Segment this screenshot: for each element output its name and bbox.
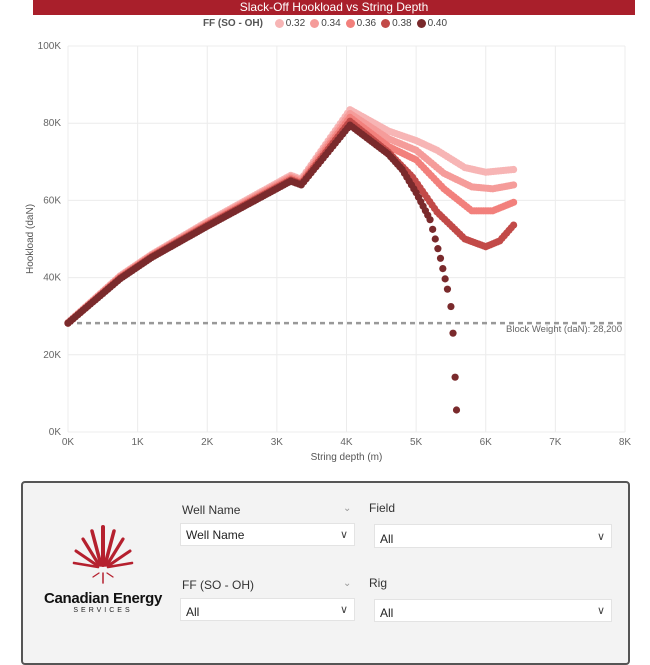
data-point bbox=[509, 198, 518, 206]
y-tick-label: 0K bbox=[49, 427, 62, 438]
x-tick-label: 3K bbox=[271, 437, 284, 448]
x-tick-label: 5K bbox=[410, 437, 423, 448]
hookload-chart: 0K 1K 2K 3K 4K 5K 6K 7K 8K 0K 20K 40K 60K 80K 100K Stri… bbox=[25, 41, 632, 463]
legend-title: FF (SO - OH) bbox=[202, 18, 263, 30]
data-point bbox=[509, 181, 518, 189]
data-point bbox=[429, 225, 437, 233]
chart-title: Slack-Off Hookload vs String Depth bbox=[239, 0, 429, 14]
ff-dropdown[interactable]: All ∨ bbox=[180, 598, 355, 621]
company-logo: Canadian Energy SERVICES bbox=[43, 523, 163, 614]
x-tick-label: 6K bbox=[480, 437, 493, 448]
logo-name: Canadian Energy bbox=[43, 590, 163, 607]
chart-title-bar: Slack-Off Hookload vs String Depth bbox=[33, 0, 635, 15]
legend-label: 0.32 bbox=[285, 18, 306, 29]
series-0.34 bbox=[64, 109, 518, 327]
rig-dropdown[interactable]: All ∨ bbox=[374, 599, 612, 622]
data-point bbox=[434, 245, 442, 253]
legend-marker bbox=[274, 19, 284, 28]
ff-value: All bbox=[186, 605, 200, 619]
legend-label: 0.34 bbox=[321, 18, 341, 29]
legend-marker bbox=[381, 19, 391, 28]
data-point bbox=[452, 406, 461, 414]
well-name-label: Well Name bbox=[182, 503, 241, 517]
x-tick-label: 1K bbox=[132, 437, 145, 448]
legend-label: 0.36 bbox=[356, 18, 377, 29]
maple-burst-icon bbox=[72, 525, 134, 584]
well-name-dropdown[interactable]: Well Name ∨ bbox=[180, 523, 355, 546]
data-point bbox=[439, 264, 447, 273]
series-0.32 bbox=[64, 106, 518, 326]
y-tick-label: 80K bbox=[43, 118, 61, 129]
rig-label: Rig bbox=[369, 576, 388, 590]
x-tick-label: 2K bbox=[201, 437, 214, 448]
x-axis-title: String depth (m) bbox=[311, 452, 383, 463]
x-tick-label: 4K bbox=[340, 437, 353, 448]
well-name-value: Well Name bbox=[186, 528, 245, 542]
data-point bbox=[436, 254, 445, 262]
legend-marker bbox=[416, 19, 426, 28]
rig-value: All bbox=[380, 606, 394, 620]
chevron-down-icon: ∨ bbox=[339, 604, 348, 616]
y-tick-label: 100K bbox=[38, 41, 62, 52]
field-value: All bbox=[380, 532, 394, 546]
legend-item[interactable]: 0.40 bbox=[416, 18, 448, 29]
series-0.40 bbox=[64, 121, 461, 414]
legend-marker bbox=[345, 19, 355, 28]
data-point bbox=[431, 235, 439, 243]
y-axis-title: Hookload (daN) bbox=[25, 204, 36, 274]
data-point bbox=[443, 285, 452, 293]
ff-label: FF (SO - OH) bbox=[182, 578, 254, 592]
chevron-down-icon[interactable]: ⌄ bbox=[343, 503, 352, 514]
block-weight-label: Block Weight (daN): 28,200 bbox=[506, 324, 622, 335]
legend-items: 0.32 0.34 0.36 0.38 0.40 bbox=[270, 18, 447, 29]
x-tick-label: 7K bbox=[549, 437, 562, 448]
y-tick-label: 20K bbox=[43, 350, 61, 361]
data-point bbox=[509, 165, 518, 174]
data-point bbox=[441, 275, 449, 283]
legend-label: 0.40 bbox=[427, 18, 448, 29]
legend: FF (SO - OH) 0.32 0.34 0.36 0.38 0.40 bbox=[0, 18, 650, 29]
data-point bbox=[509, 221, 518, 229]
chevron-down-icon: ∨ bbox=[339, 529, 348, 541]
field-dropdown[interactable]: All ∨ bbox=[374, 524, 612, 548]
field-label: Field bbox=[369, 501, 396, 515]
legend-label: 0.38 bbox=[392, 18, 412, 29]
legend-item[interactable]: 0.34 bbox=[310, 18, 341, 29]
data-point bbox=[451, 373, 459, 381]
chevron-down-icon: ∨ bbox=[596, 605, 605, 617]
legend-marker bbox=[310, 19, 320, 28]
logo-subtitle: SERVICES bbox=[73, 607, 133, 614]
data-point bbox=[426, 216, 434, 224]
series-0.38 bbox=[64, 117, 518, 327]
x-tick-label: 0K bbox=[62, 437, 75, 448]
filter-panel: Canadian Energy SERVICES Well Name ⌄ Wel… bbox=[21, 481, 630, 665]
data-point bbox=[449, 329, 457, 337]
legend-item[interactable]: 0.36 bbox=[345, 18, 377, 29]
chevron-down-icon[interactable]: ⌄ bbox=[343, 578, 352, 589]
x-tick-label: 8K bbox=[619, 437, 632, 448]
y-tick-label: 60K bbox=[43, 195, 61, 206]
data-point bbox=[447, 302, 455, 311]
chevron-down-icon: ∨ bbox=[596, 531, 605, 543]
legend-item[interactable]: 0.38 bbox=[381, 18, 412, 29]
legend-item[interactable]: 0.32 bbox=[274, 18, 306, 29]
y-tick-label: 40K bbox=[43, 273, 61, 284]
